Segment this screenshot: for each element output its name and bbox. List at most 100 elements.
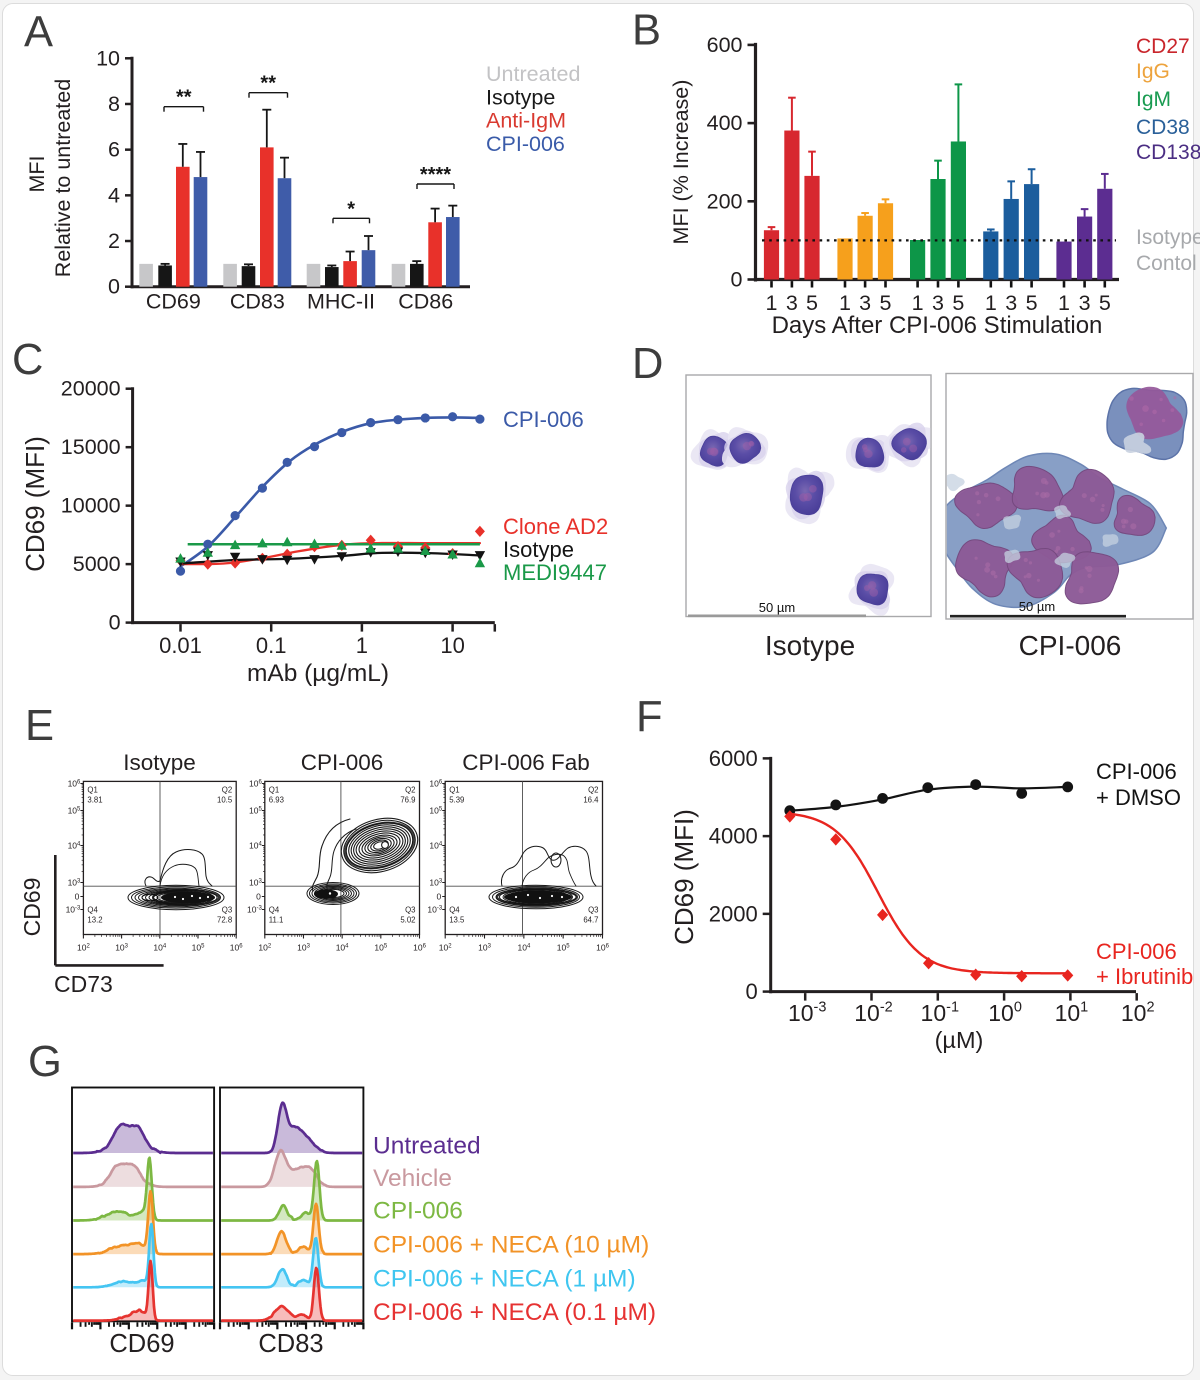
svg-text:103: 103 (249, 878, 262, 888)
svg-text:CD73: CD73 (54, 971, 113, 997)
svg-text:10-3: 10-3 (788, 999, 827, 1026)
svg-text:Q1: Q1 (449, 786, 459, 795)
svg-text:102: 102 (77, 943, 90, 953)
svg-text:6: 6 (108, 138, 120, 162)
svg-text:+ Ibrutinib: + Ibrutinib (1096, 964, 1193, 989)
svg-text:CPI-006: CPI-006 (503, 407, 584, 432)
svg-text:E: E (25, 702, 54, 750)
svg-text:3: 3 (859, 291, 871, 315)
svg-text:Q4: Q4 (87, 906, 98, 915)
svg-text:CPI-006 + NECA (10 µM): CPI-006 + NECA (10 µM) (373, 1232, 649, 1259)
svg-text:CPI-006: CPI-006 (1019, 630, 1122, 661)
svg-text:10: 10 (440, 633, 464, 658)
svg-text:Anti-IgM: Anti-IgM (486, 109, 566, 133)
svg-text:+ DMSO: + DMSO (1096, 785, 1181, 810)
svg-text:*: * (347, 198, 355, 220)
svg-text:MFI (% Increase): MFI (% Increase) (669, 80, 693, 245)
svg-text:Days After CPI-006 Stimulation: Days After CPI-006 Stimulation (772, 312, 1103, 339)
svg-text:B: B (632, 7, 661, 55)
svg-text:Isotype: Isotype (486, 85, 555, 109)
svg-text:Q3: Q3 (588, 906, 598, 915)
svg-text:CPI-006 + NECA (1 µM): CPI-006 + NECA (1 µM) (373, 1265, 636, 1292)
svg-text:1: 1 (1058, 291, 1070, 315)
svg-text:10000: 10000 (61, 494, 121, 518)
svg-text:105: 105 (249, 806, 262, 816)
svg-text:0: 0 (108, 275, 120, 299)
svg-text:**: ** (260, 73, 276, 95)
svg-text:Isotype: Isotype (1136, 226, 1200, 249)
svg-text:**: ** (176, 87, 192, 109)
svg-text:0: 0 (436, 892, 441, 902)
svg-text:20000: 20000 (61, 377, 121, 401)
svg-text:Q3: Q3 (405, 906, 415, 915)
svg-text:10-3: 10-3 (247, 905, 262, 915)
svg-text:0: 0 (109, 611, 121, 635)
svg-text:CD83: CD83 (230, 290, 285, 314)
svg-text:600: 600 (707, 33, 743, 57)
svg-text:5000: 5000 (73, 552, 121, 576)
svg-text:50 µm: 50 µm (759, 600, 795, 615)
svg-text:Vehicle: Vehicle (373, 1165, 452, 1192)
svg-text:CD138: CD138 (1136, 141, 1200, 164)
svg-text:Clone AD2: Clone AD2 (503, 514, 608, 539)
svg-text:F: F (636, 693, 663, 741)
svg-text:5: 5 (1026, 291, 1038, 315)
svg-text:3: 3 (932, 291, 944, 315)
svg-text:CD86: CD86 (398, 290, 453, 314)
svg-text:Untreated: Untreated (373, 1132, 481, 1159)
svg-text:2000: 2000 (709, 901, 758, 926)
svg-text:Isotype: Isotype (503, 537, 574, 562)
svg-text:101: 101 (1055, 999, 1089, 1026)
svg-text:200: 200 (707, 189, 743, 213)
svg-text:104: 104 (249, 841, 262, 851)
svg-text:CD38: CD38 (1136, 116, 1190, 139)
svg-text:5.02: 5.02 (400, 916, 415, 925)
svg-text:Q4: Q4 (269, 906, 280, 915)
svg-text:2: 2 (108, 229, 120, 253)
svg-text:MHC-II: MHC-II (307, 290, 375, 314)
svg-text:CPI-006: CPI-006 (301, 750, 384, 775)
svg-text:D: D (632, 340, 663, 388)
svg-text:10-3: 10-3 (427, 905, 442, 915)
svg-text:106: 106 (596, 943, 609, 953)
svg-text:13.2: 13.2 (87, 916, 102, 925)
svg-text:1: 1 (985, 291, 997, 315)
svg-text:102: 102 (439, 943, 452, 953)
svg-text:10.5: 10.5 (217, 796, 233, 805)
svg-text:A: A (24, 9, 53, 57)
svg-text:Q1: Q1 (87, 786, 97, 795)
svg-text:4: 4 (108, 183, 120, 207)
svg-text:CPI-006: CPI-006 (1096, 759, 1177, 784)
svg-text:5: 5 (952, 291, 964, 315)
svg-text:103: 103 (478, 943, 491, 953)
svg-text:72.8: 72.8 (217, 916, 232, 925)
svg-text:1: 1 (839, 291, 851, 315)
svg-text:3.81: 3.81 (87, 796, 102, 805)
svg-text:0: 0 (731, 268, 743, 292)
svg-text:103: 103 (297, 943, 310, 953)
svg-text:15000: 15000 (61, 435, 121, 459)
svg-text:8: 8 (108, 92, 120, 116)
svg-text:1: 1 (912, 291, 924, 315)
svg-text:106: 106 (413, 943, 426, 953)
svg-text:Contol: Contol (1136, 252, 1197, 275)
svg-text:105: 105 (192, 943, 205, 953)
svg-text:104: 104 (68, 841, 81, 851)
svg-text:G: G (28, 1038, 62, 1086)
svg-text:103: 103 (429, 878, 442, 888)
svg-text:Q1: Q1 (269, 786, 279, 795)
svg-text:76.9: 76.9 (400, 796, 415, 805)
svg-text:106: 106 (68, 779, 81, 789)
svg-text:106: 106 (249, 779, 262, 789)
svg-text:103: 103 (68, 878, 81, 888)
svg-text:CD69: CD69 (146, 290, 201, 314)
svg-text:CPI-006 Fab: CPI-006 Fab (462, 750, 590, 775)
svg-text:16.4: 16.4 (583, 796, 599, 805)
svg-text:105: 105 (429, 806, 442, 816)
svg-text:11.1: 11.1 (269, 916, 284, 925)
svg-text:0: 0 (75, 892, 80, 902)
svg-text:105: 105 (68, 806, 81, 816)
svg-text:6.93: 6.93 (269, 796, 284, 805)
svg-text:100: 100 (988, 999, 1022, 1026)
svg-text:CPI-006 + NECA (0.1 µM): CPI-006 + NECA (0.1 µM) (373, 1299, 656, 1326)
